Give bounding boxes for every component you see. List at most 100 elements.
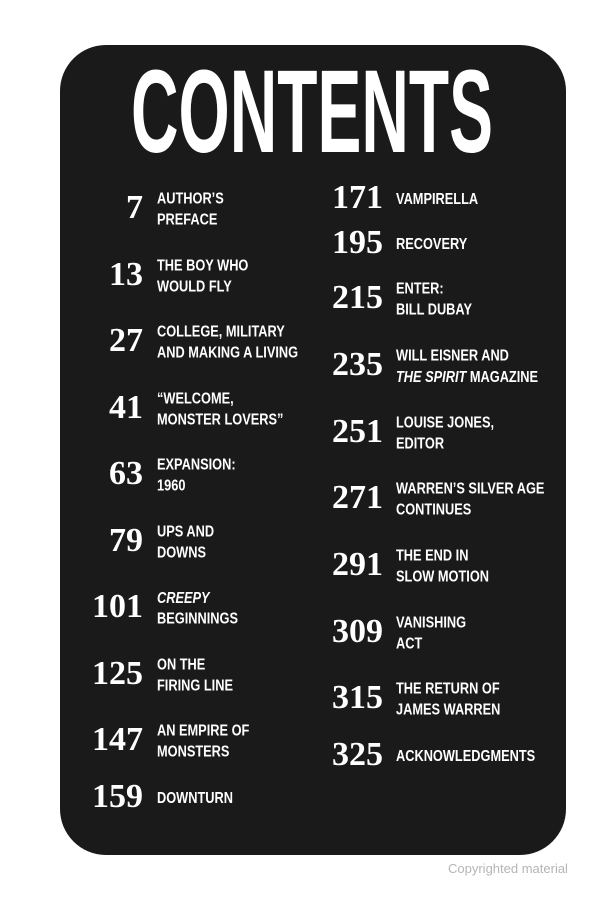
entry-title: THE SPIRIT MAGAZINE	[396, 368, 538, 386]
page-number: 7	[126, 189, 143, 226]
title-line: AUTHOR’S	[157, 190, 224, 208]
entry-title: CREEPY	[157, 589, 211, 607]
title-segment: THE SPIRIT	[396, 368, 467, 386]
page-number: 63	[109, 455, 143, 492]
entry-title: “WELCOME,	[157, 390, 234, 408]
page-number: 195	[332, 224, 383, 261]
title-line: AN EMPIRE OF	[157, 722, 249, 740]
page-number: 41	[109, 389, 143, 426]
title-segment: MAGAZINE	[466, 368, 538, 386]
title-line: RECOVERY	[396, 236, 468, 254]
entry-title: UPS AND	[157, 523, 214, 541]
page-number: 315	[332, 679, 383, 716]
page-number: 235	[332, 346, 383, 383]
entry-title: PREFACE	[157, 211, 218, 229]
title-line: JAMES WARREN	[396, 701, 500, 719]
title-line: THE RETURN OF	[396, 680, 500, 698]
title-line: UPS AND	[157, 523, 214, 541]
title-line: PREFACE	[157, 211, 218, 229]
entry-title: BEGINNINGS	[157, 610, 238, 628]
entry-title: SLOW MOTION	[396, 568, 489, 586]
title-line: CREEPY	[157, 589, 211, 607]
panel	[60, 45, 566, 855]
entry-title: EDITOR	[396, 435, 445, 453]
title-line: ACT	[396, 635, 422, 653]
entry-title: AUTHOR’S	[157, 190, 224, 208]
title-line: ENTER:	[396, 280, 444, 298]
title-line: BILL DUBAY	[396, 301, 472, 319]
title-line: EDITOR	[396, 435, 445, 453]
entry-title: THE END IN	[396, 547, 468, 565]
title-segment: CREEPY	[157, 589, 211, 607]
entry-title: THE BOY WHO	[157, 257, 248, 275]
title-line: VANISHING	[396, 614, 466, 632]
watermark: Copyrighted material	[448, 861, 568, 876]
title-line: AND MAKING A LIVING	[157, 344, 298, 362]
title-line: WARREN’S SILVER AGE	[396, 480, 545, 498]
entry-title: THE RETURN OF	[396, 680, 500, 698]
title-line: FIRING LINE	[157, 677, 233, 695]
entry-title: CONTINUES	[396, 501, 472, 519]
entry-title: WILL EISNER AND	[396, 347, 509, 365]
entry-title: 1960	[157, 477, 185, 495]
page-number: 325	[332, 736, 383, 773]
entry-title: AND MAKING A LIVING	[157, 344, 298, 362]
entry-title: FIRING LINE	[157, 677, 233, 695]
entry-title: MONSTERS	[157, 743, 230, 761]
title-line: EXPANSION:	[157, 456, 236, 474]
entry-title: JAMES WARREN	[396, 701, 500, 719]
entry-title: DOWNS	[157, 544, 206, 562]
title-line: THE SPIRIT MAGAZINE	[396, 368, 538, 386]
entry-title: DOWNTURN	[157, 790, 233, 808]
title-line: COLLEGE, MILITARY	[157, 323, 285, 341]
entry-title: ACT	[396, 635, 422, 653]
page-number: 171	[332, 179, 383, 216]
entry-title: MONSTER LOVERS”	[157, 411, 283, 429]
title-line: MONSTERS	[157, 743, 230, 761]
title-line: 1960	[157, 477, 185, 495]
title-line: WOULD FLY	[157, 278, 232, 296]
entry-title: LOUISE JONES,	[396, 414, 494, 432]
page-number: 251	[332, 413, 383, 450]
page-number: 215	[332, 279, 383, 316]
heading: CONTENTS	[131, 46, 493, 178]
entry-title: VANISHING	[396, 614, 466, 632]
title-line: LOUISE JONES,	[396, 414, 494, 432]
page-number: 159	[92, 778, 143, 815]
title-line: DOWNTURN	[157, 790, 233, 808]
entry-title: BILL DUBAY	[396, 301, 472, 319]
page-number: 101	[92, 588, 143, 625]
page-number: 79	[109, 522, 143, 559]
title-line: DOWNS	[157, 544, 206, 562]
page-number: 125	[92, 655, 143, 692]
entry-title: COLLEGE, MILITARY	[157, 323, 285, 341]
entry-title: VAMPIRELLA	[396, 191, 479, 209]
entry-title: ACKNOWLEDGMENTS	[396, 748, 535, 766]
title-line: CONTINUES	[396, 501, 472, 519]
page-number: 291	[332, 546, 383, 583]
title-line: ACKNOWLEDGMENTS	[396, 748, 535, 766]
title-line: SLOW MOTION	[396, 568, 489, 586]
page-number: 309	[332, 613, 383, 650]
page-number: 13	[109, 256, 143, 293]
title-line: THE END IN	[396, 547, 468, 565]
page-number: 27	[109, 322, 143, 359]
page-number: 147	[92, 721, 143, 758]
entry-title: EXPANSION:	[157, 456, 236, 474]
title-line: ON THE	[157, 656, 206, 674]
title-line: VAMPIRELLA	[396, 191, 479, 209]
title-line: THE BOY WHO	[157, 257, 248, 275]
entry-title: ENTER:	[396, 280, 444, 298]
title-line: “WELCOME,	[157, 390, 234, 408]
entry-title: WOULD FLY	[157, 278, 232, 296]
entry-title: RECOVERY	[396, 236, 468, 254]
title-line: BEGINNINGS	[157, 610, 238, 628]
title-line: MONSTER LOVERS”	[157, 411, 283, 429]
page-number: 271	[332, 479, 383, 516]
entry-title: AN EMPIRE OF	[157, 722, 249, 740]
title-line: WILL EISNER AND	[396, 347, 509, 365]
entry-title: ON THE	[157, 656, 206, 674]
entry-title: WARREN’S SILVER AGE	[396, 480, 545, 498]
